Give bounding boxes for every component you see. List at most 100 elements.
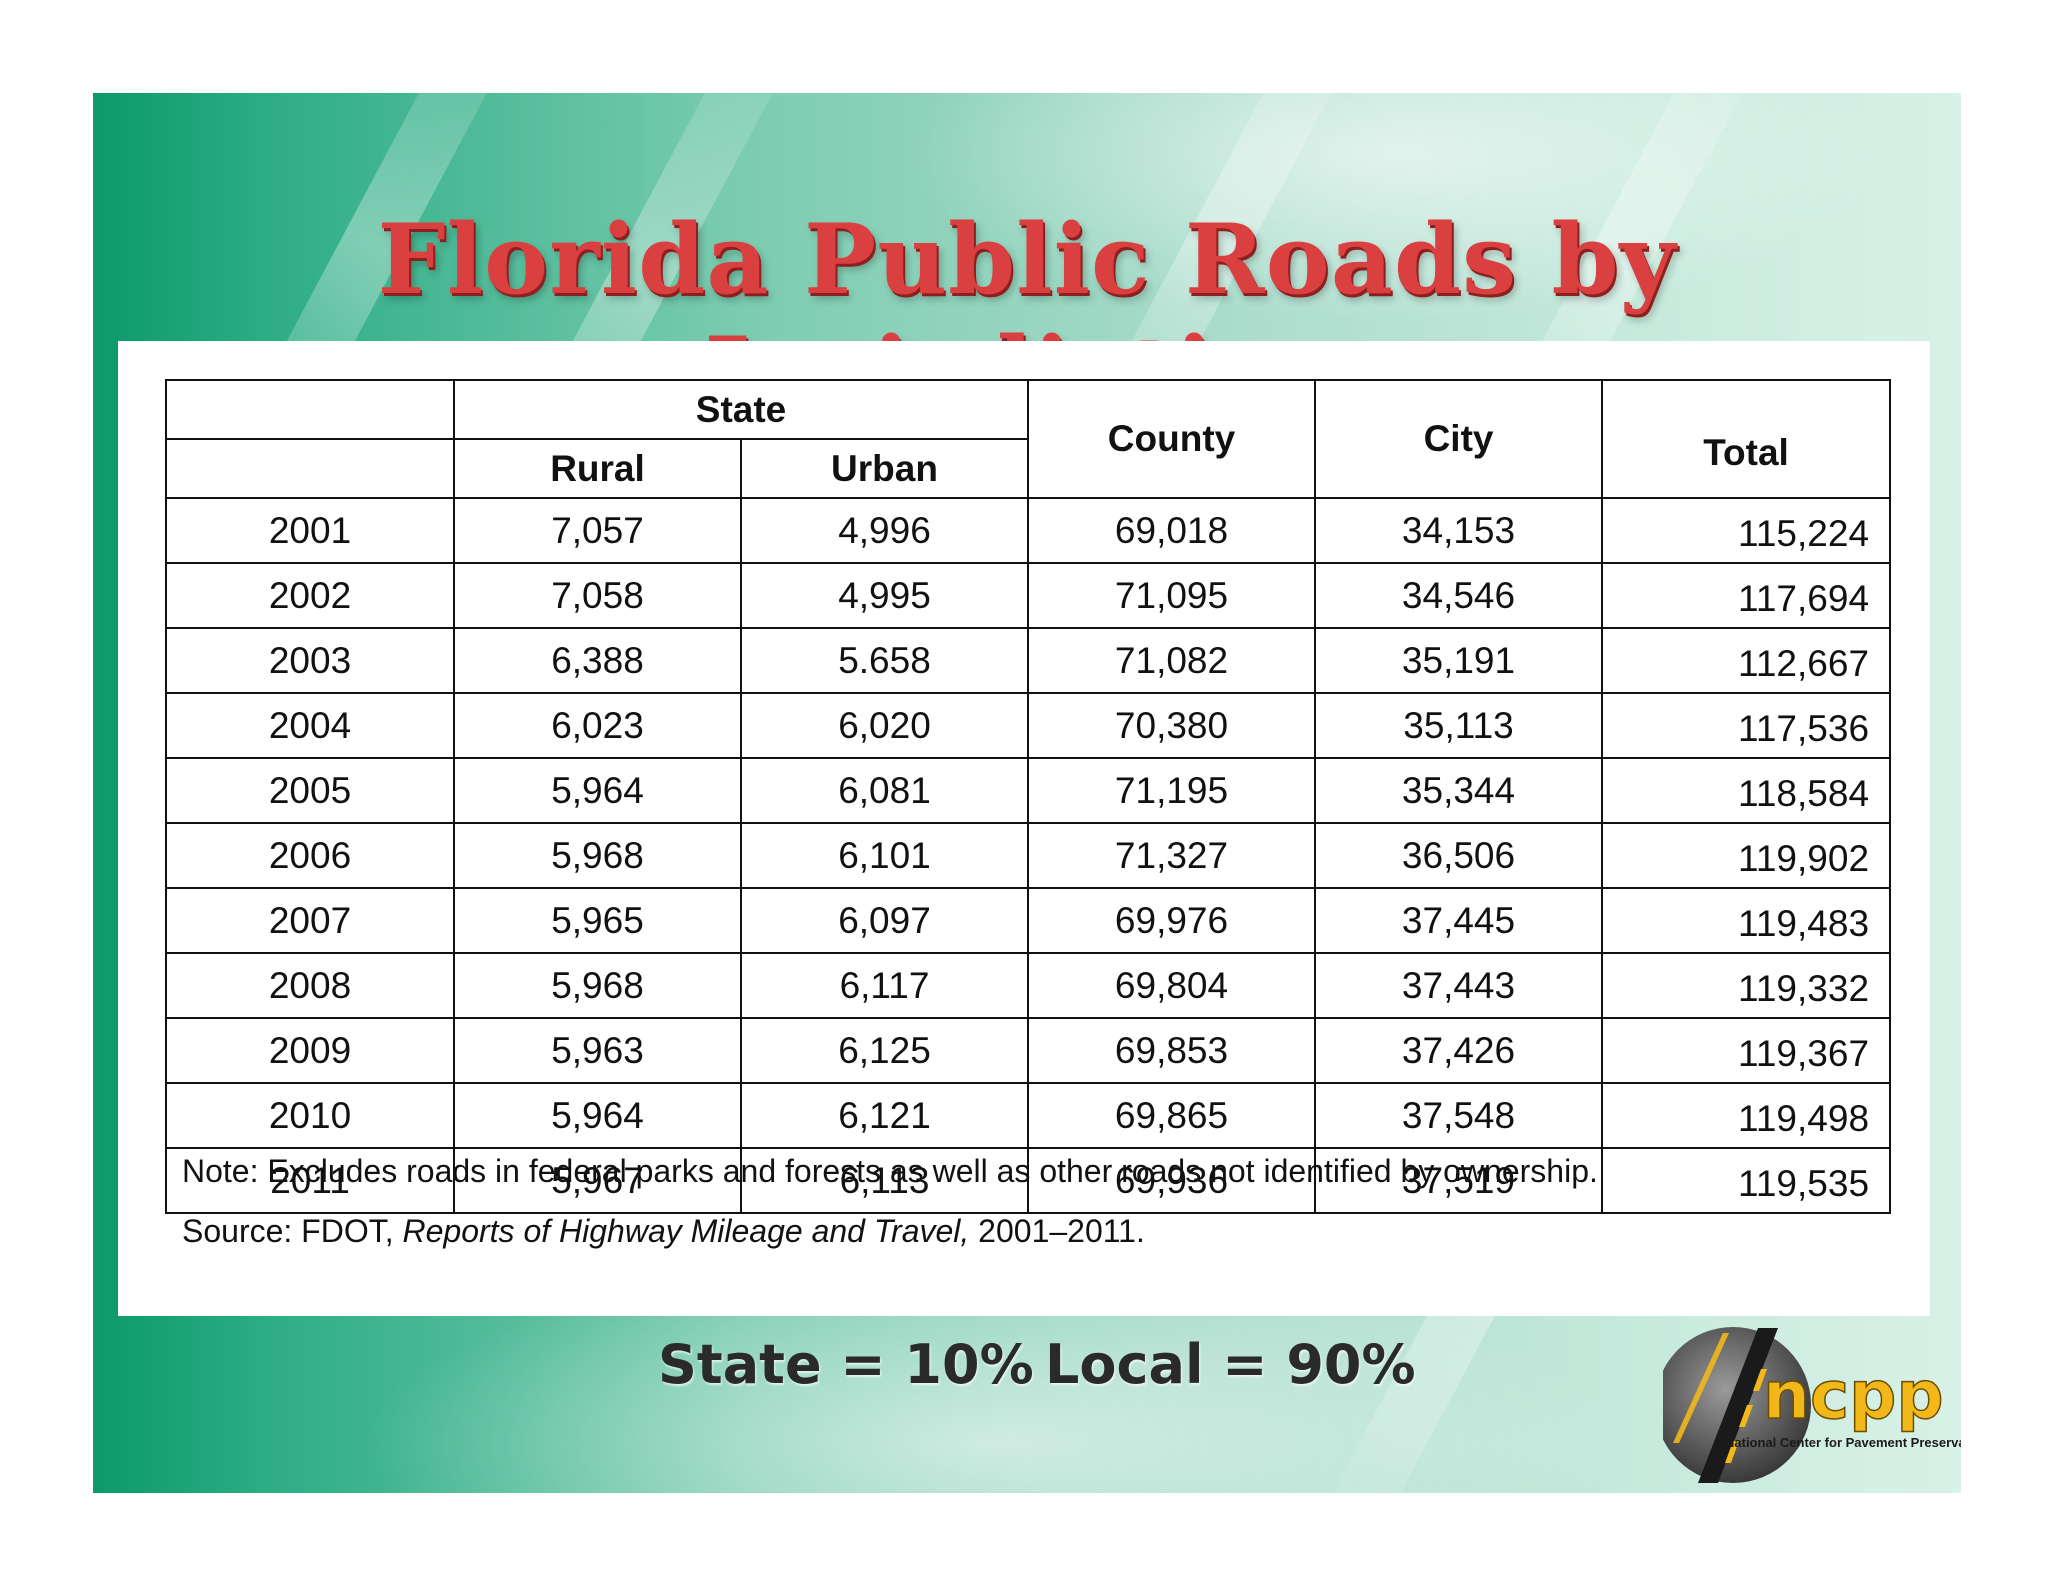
cell-city: 35,113 bbox=[1314, 692, 1604, 759]
subheader-row: Rural Urban bbox=[165, 438, 1890, 499]
cell-city: 37,426 bbox=[1314, 1017, 1604, 1084]
cell-rural: 5,964 bbox=[453, 757, 742, 824]
cell-city: 36,506 bbox=[1314, 822, 1604, 889]
source-suffix: 2001–2011. bbox=[969, 1213, 1145, 1249]
cell-county: 71,095 bbox=[1027, 562, 1317, 629]
cell-total: 112,667 bbox=[1601, 627, 1892, 694]
cell-urban: 6,081 bbox=[739, 757, 1030, 824]
header-city: City bbox=[1314, 379, 1604, 499]
roads-table: State County City Total Rural Urban 2001… bbox=[165, 379, 1892, 1214]
cell-rural: 7,058 bbox=[453, 562, 742, 629]
table-row: 2003 6,388 5.658 71,082 35,191 112,667 bbox=[165, 627, 1892, 694]
cell-total: 117,536 bbox=[1601, 692, 1892, 759]
logo-subtitle: National Center for Pavement Preservatio… bbox=[1725, 1435, 1961, 1450]
cell-total: 119,367 bbox=[1601, 1017, 1892, 1084]
table-note: Note: Excludes roads in federal parks an… bbox=[182, 1153, 1598, 1189]
header-row: State County City Total bbox=[165, 379, 1892, 499]
header-county: County bbox=[1027, 379, 1317, 499]
cell-county: 69,804 bbox=[1027, 952, 1317, 1019]
cell-city: 37,445 bbox=[1314, 887, 1604, 954]
cell-total: 119,535 bbox=[1601, 1147, 1892, 1214]
table-body: 2001 7,057 4,996 69,018 34,153 115,224 2002 7,0… bbox=[165, 497, 1892, 1214]
cell-year: 2007 bbox=[165, 887, 455, 954]
table-row: 2009 5,963 6,125 69,853 37,426 119,367 bbox=[165, 1017, 1892, 1084]
cell-urban: 5.658 bbox=[739, 627, 1030, 694]
cell-county: 71,082 bbox=[1027, 627, 1317, 694]
summary-state: State = 10% bbox=[658, 1333, 1034, 1396]
cell-year: 2004 bbox=[165, 692, 455, 759]
cell-rural: 7,057 bbox=[453, 497, 742, 564]
cell-city: 34,546 bbox=[1314, 562, 1604, 629]
cell-year: 2003 bbox=[165, 627, 455, 694]
cell-urban: 6,117 bbox=[739, 952, 1030, 1019]
cell-urban: 6,121 bbox=[739, 1082, 1030, 1149]
table-row: 2004 6,023 6,020 70,380 35,113 117,536 bbox=[165, 692, 1892, 759]
summary-local: Local = 90% bbox=[1045, 1333, 1416, 1396]
cell-city: 37,548 bbox=[1314, 1082, 1604, 1149]
source-prefix: Source: FDOT, bbox=[182, 1213, 403, 1249]
cell-rural: 5,967 bbox=[453, 1147, 742, 1214]
cell-county: 69,936 bbox=[1027, 1147, 1317, 1214]
table-row: 2006 5,968 6,101 71,327 36,506 119,902 bbox=[165, 822, 1892, 889]
cell-total: 118,584 bbox=[1601, 757, 1892, 824]
header-blank bbox=[165, 438, 455, 499]
cell-city: 35,191 bbox=[1314, 627, 1604, 694]
cell-total: 119,483 bbox=[1601, 887, 1892, 954]
cell-city: 37,519 bbox=[1314, 1147, 1604, 1214]
cell-year: 2010 bbox=[165, 1082, 455, 1149]
header-urban: Urban bbox=[739, 438, 1030, 499]
cell-city: 35,344 bbox=[1314, 757, 1604, 824]
table-row: 2010 5,964 6,121 69,865 37,548 119,498 bbox=[165, 1082, 1892, 1149]
header-rural: Rural bbox=[453, 438, 742, 499]
table-row: 2002 7,058 4,995 71,095 34,546 117,694 bbox=[165, 562, 1892, 629]
cell-total: 119,498 bbox=[1601, 1082, 1892, 1149]
cell-rural: 5,965 bbox=[453, 887, 742, 954]
cell-urban: 6,101 bbox=[739, 822, 1030, 889]
cell-county: 69,976 bbox=[1027, 887, 1317, 954]
cell-urban: 6,020 bbox=[739, 692, 1030, 759]
cell-year: 2002 bbox=[165, 562, 455, 629]
table-row: 2011 5,967 6,113 69,936 37,519 119,535 bbox=[165, 1147, 1892, 1214]
ncpp-logo: ncpp National Center for Pavement Preser… bbox=[1655, 1323, 1961, 1493]
cell-total: 119,902 bbox=[1601, 822, 1892, 889]
table-row: 2007 5,965 6,097 69,976 37,445 119,483 bbox=[165, 887, 1892, 954]
table-row: 2005 5,964 6,081 71,195 35,344 118,584 bbox=[165, 757, 1892, 824]
table-row: 2001 7,057 4,996 69,018 34,153 115,224 bbox=[165, 497, 1892, 564]
cell-year: 2005 bbox=[165, 757, 455, 824]
table-row: 2008 5,968 6,117 69,804 37,443 119,332 bbox=[165, 952, 1892, 1019]
cell-year: 2011 bbox=[165, 1147, 455, 1214]
table-panel: State County City Total Rural Urban 2001… bbox=[118, 341, 1930, 1316]
cell-urban: 6,097 bbox=[739, 887, 1030, 954]
cell-urban: 6,113 bbox=[739, 1147, 1030, 1214]
cell-year: 2006 bbox=[165, 822, 455, 889]
cell-rural: 6,023 bbox=[453, 692, 742, 759]
cell-county: 69,865 bbox=[1027, 1082, 1317, 1149]
ncpp-logo-graphic: ncpp National Center for Pavement Preser… bbox=[1655, 1327, 1961, 1483]
logo-wordmark: ncpp bbox=[1763, 1357, 1944, 1434]
cell-total: 119,332 bbox=[1601, 952, 1892, 1019]
cell-county: 71,327 bbox=[1027, 822, 1317, 889]
cell-county: 69,018 bbox=[1027, 497, 1317, 564]
table-source: Source: FDOT, Reports of Highway Mileage… bbox=[182, 1213, 1145, 1250]
cell-year: 2009 bbox=[165, 1017, 455, 1084]
cell-total: 117,694 bbox=[1601, 562, 1892, 629]
cell-year: 2001 bbox=[165, 497, 455, 564]
cell-county: 71,195 bbox=[1027, 757, 1317, 824]
slide: Florida Public Roads by Jurisdiction Sta… bbox=[93, 93, 1961, 1493]
cell-rural: 5,963 bbox=[453, 1017, 742, 1084]
cell-urban: 4,996 bbox=[739, 497, 1030, 564]
source-title: Reports of Highway Mileage and Travel, bbox=[402, 1213, 970, 1249]
cell-rural: 5,968 bbox=[453, 952, 742, 1019]
cell-rural: 6,388 bbox=[453, 627, 742, 694]
cell-rural: 5,964 bbox=[453, 1082, 742, 1149]
cell-county: 70,380 bbox=[1027, 692, 1317, 759]
cell-county: 69,853 bbox=[1027, 1017, 1317, 1084]
cell-urban: 6,125 bbox=[739, 1017, 1030, 1084]
cell-city: 34,153 bbox=[1314, 497, 1604, 564]
header-total: Total bbox=[1601, 379, 1892, 499]
cell-city: 37,443 bbox=[1314, 952, 1604, 1019]
cell-year: 2008 bbox=[165, 952, 455, 1019]
header-blank bbox=[165, 379, 455, 440]
header-state: State bbox=[452, 379, 1030, 440]
cell-rural: 5,968 bbox=[453, 822, 742, 889]
